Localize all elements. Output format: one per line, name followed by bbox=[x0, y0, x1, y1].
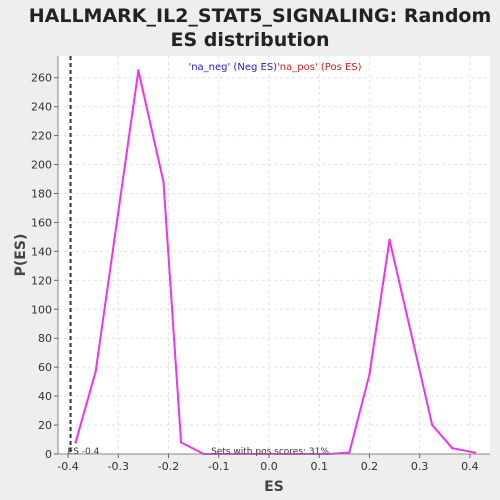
x-tick-label: -0.3 bbox=[108, 460, 129, 473]
chart-title-line-1: HALLMARK_IL2_STAT5_SIGNALING: Random bbox=[29, 5, 492, 27]
x-axis-ticks: -0.4 -0.3 -0.2 -0.1 0.0 0.1 0.2 0.3 0.4 bbox=[57, 454, 479, 473]
y-tick-label: 200 bbox=[31, 159, 52, 172]
series-points bbox=[74, 69, 477, 456]
x-tick-label: -0.2 bbox=[158, 460, 179, 473]
series-point bbox=[74, 441, 77, 444]
y-tick-label: 120 bbox=[31, 274, 52, 287]
y-tick-label: 160 bbox=[31, 216, 52, 229]
observed-es-label: ES -0.4 bbox=[68, 447, 100, 457]
y-tick-label: 240 bbox=[31, 101, 52, 114]
x-tick-label: 0.1 bbox=[310, 460, 328, 473]
x-tick-label: 0.0 bbox=[260, 460, 278, 473]
x-tick-label: 0.3 bbox=[411, 460, 429, 473]
x-axis-title: ES bbox=[264, 479, 284, 495]
series-point bbox=[451, 447, 454, 450]
series-point bbox=[368, 373, 371, 376]
y-tick-label: 80 bbox=[38, 332, 52, 345]
x-tick-label: 0.4 bbox=[461, 460, 479, 473]
y-tick-label: 20 bbox=[38, 419, 52, 432]
y-axis-title: P(ES) bbox=[13, 234, 29, 277]
legend: 'na_neg' (Neg ES)'na_pos' (Pos ES) bbox=[188, 62, 361, 73]
y-tick-label: 220 bbox=[31, 130, 52, 143]
legend-pos-label: 'na_pos' (Pos ES) bbox=[277, 62, 362, 73]
series-point bbox=[94, 370, 97, 373]
y-tick-label: 60 bbox=[38, 361, 52, 374]
x-tick-label: -0.4 bbox=[57, 460, 78, 473]
y-tick-label: 100 bbox=[31, 303, 52, 316]
series-point bbox=[137, 69, 140, 72]
y-tick-label: 260 bbox=[31, 72, 52, 85]
plot-area bbox=[58, 56, 490, 454]
series-point bbox=[388, 238, 391, 242]
y-tick-label: 180 bbox=[31, 187, 52, 200]
series-point bbox=[431, 423, 434, 427]
y-axis-ticks: 0 20 40 60 80 100 120 140 160 180 200 220 240 260 bbox=[31, 72, 58, 461]
chart-title-line-2: ES distribution bbox=[171, 29, 330, 51]
y-tick-label: 140 bbox=[31, 245, 52, 258]
pos-scores-annotation: Sets with pos scores: 31% bbox=[211, 447, 329, 457]
series-point bbox=[348, 451, 351, 454]
series-point bbox=[179, 441, 183, 444]
series-point bbox=[473, 451, 477, 454]
y-tick-label: 40 bbox=[38, 390, 52, 403]
legend-neg-label: 'na_neg' (Neg ES) bbox=[188, 62, 277, 73]
x-tick-label: -0.1 bbox=[208, 460, 229, 473]
x-tick-label: 0.2 bbox=[361, 460, 379, 473]
y-tick-label: 0 bbox=[45, 448, 52, 461]
series-point bbox=[162, 180, 165, 184]
